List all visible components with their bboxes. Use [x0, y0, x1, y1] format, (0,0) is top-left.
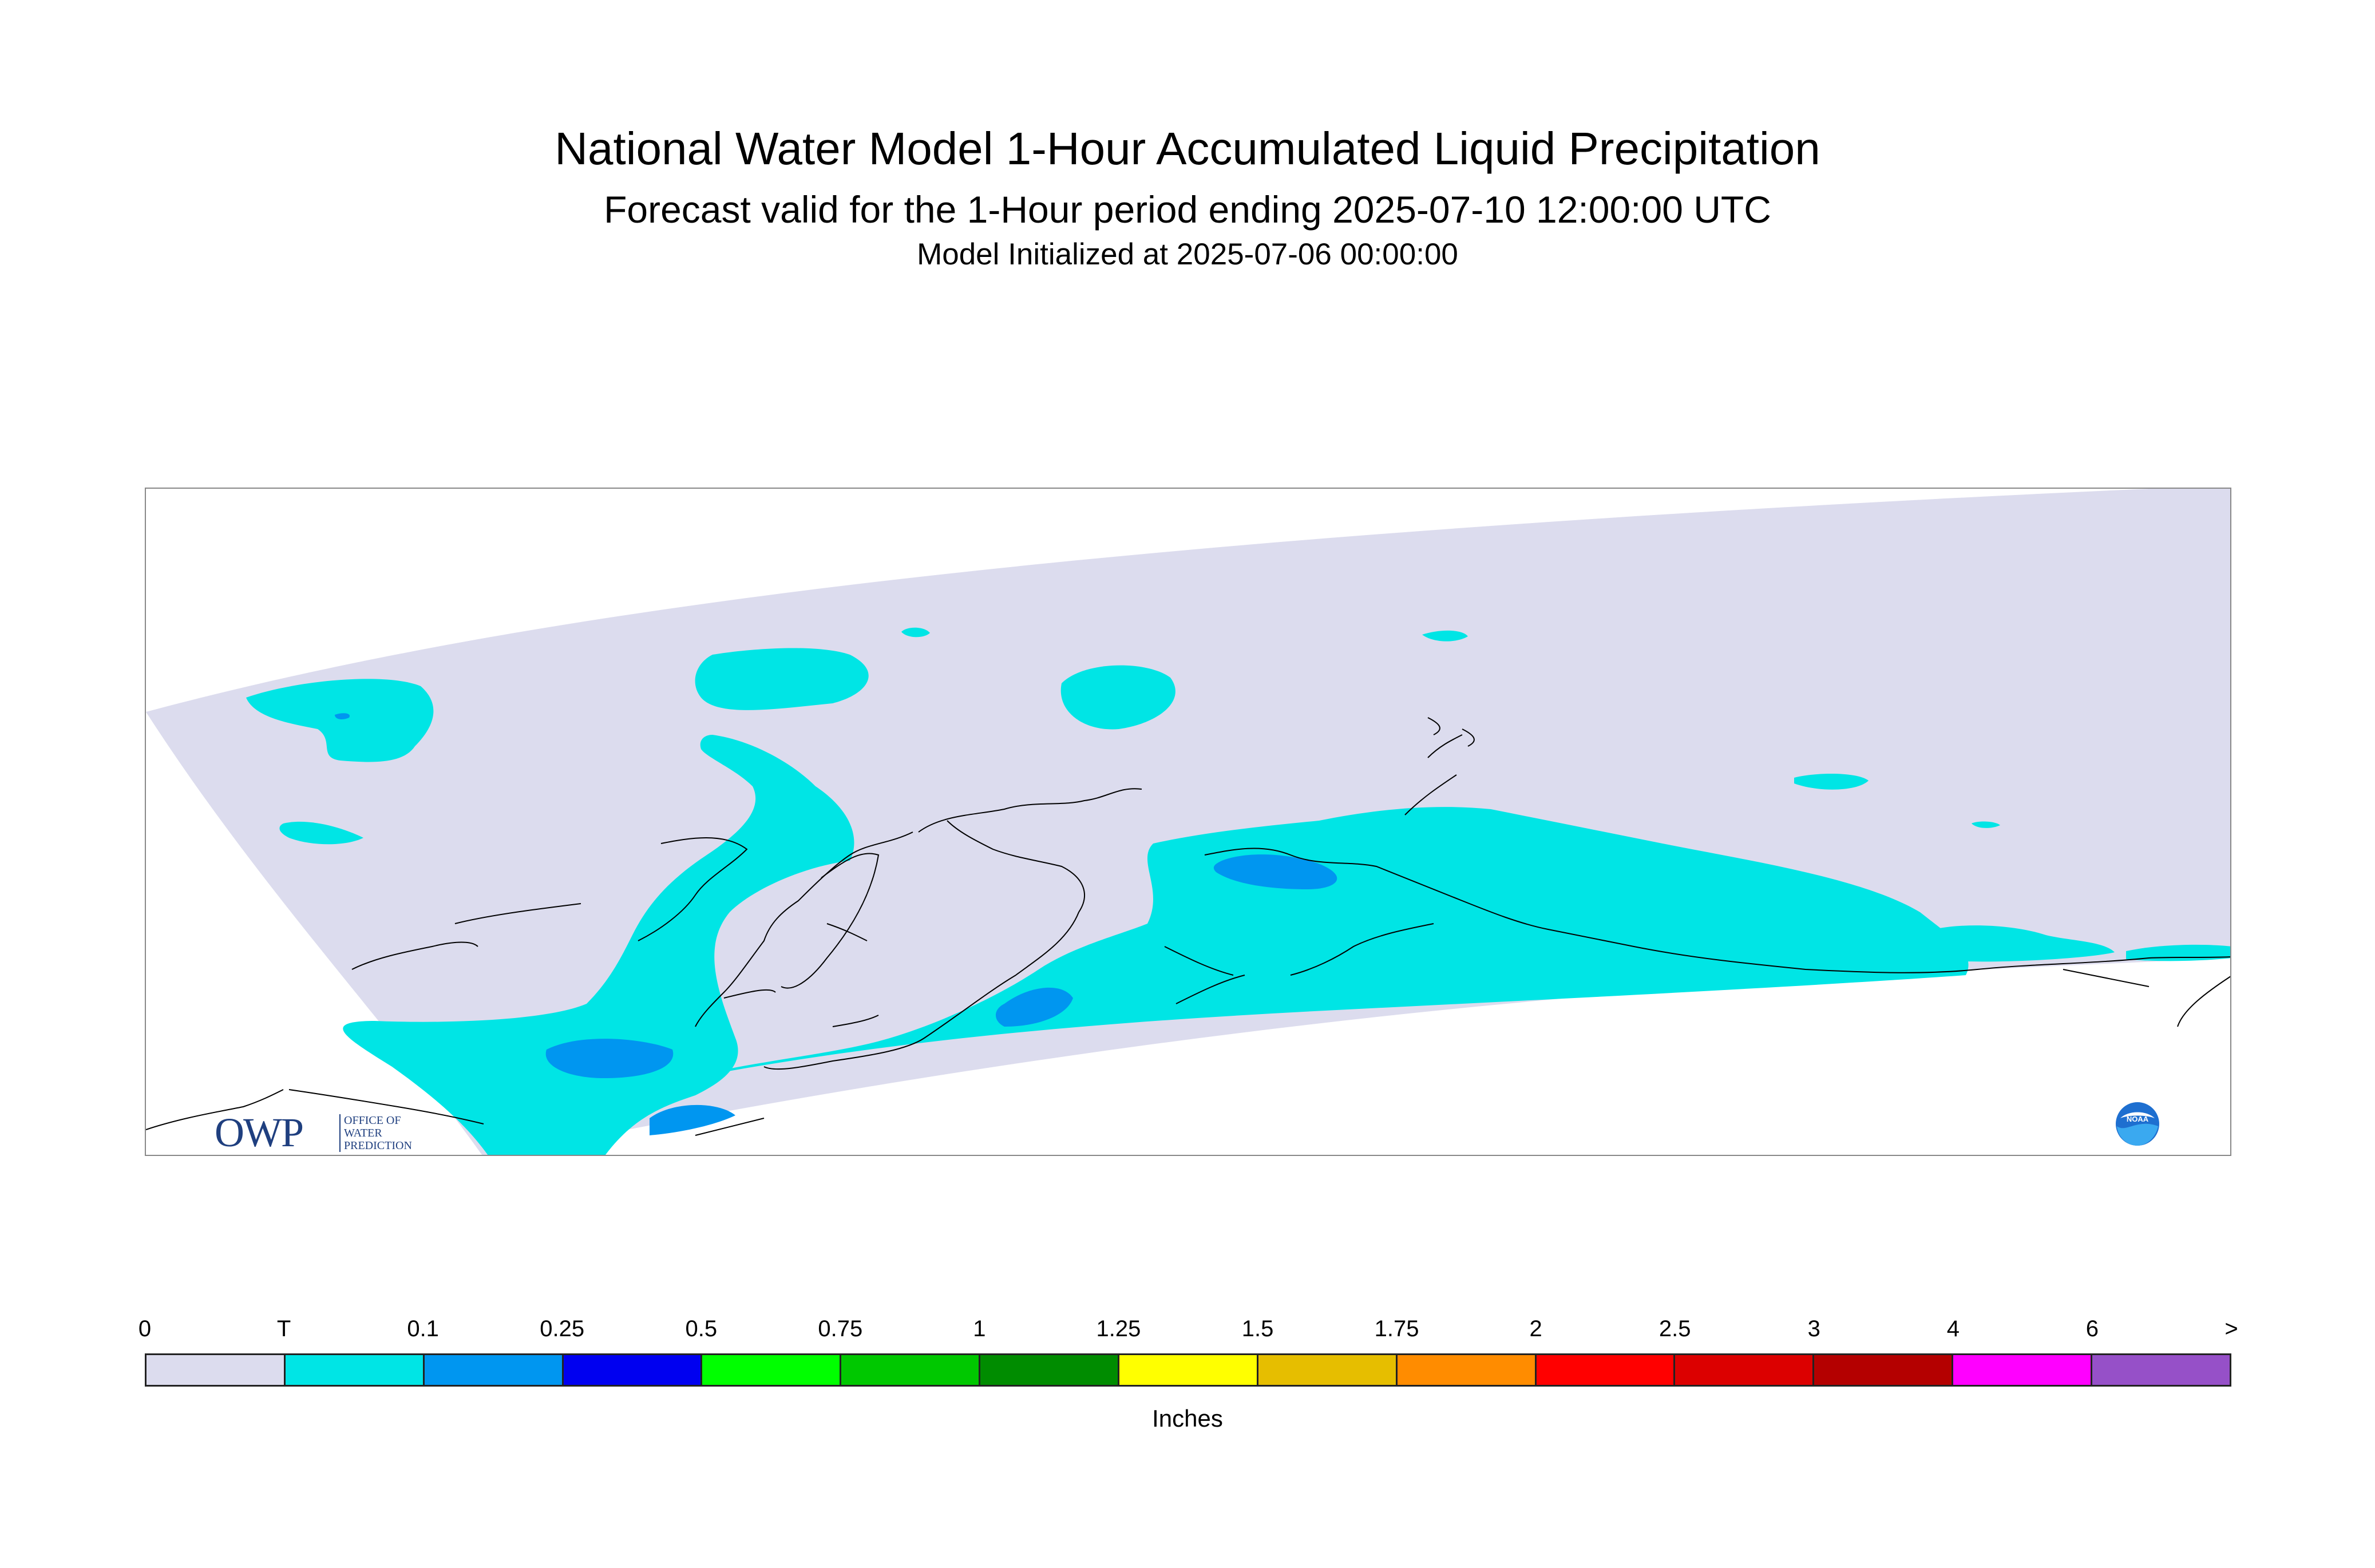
legend-swatch — [1814, 1355, 1954, 1385]
noaa-logo-icon: NOAA — [2116, 1102, 2159, 1146]
chart-subtitle: Forecast valid for the 1-Hour period end… — [604, 188, 1771, 231]
light-areas — [335, 713, 1337, 1135]
legend-swatch — [841, 1355, 981, 1385]
legend-swatch — [285, 1355, 425, 1385]
legend-tick-label: 6 — [2085, 1316, 2099, 1341]
legend-tick-label: 0.1 — [407, 1316, 439, 1341]
legend-swatch — [1258, 1355, 1398, 1385]
legend-swatch — [563, 1355, 703, 1385]
chart-title: National Water Model 1-Hour Accumulated … — [555, 123, 1820, 174]
precip-map — [146, 489, 2230, 1155]
legend-tick-label: 0.25 — [540, 1316, 585, 1341]
legend-swatch — [980, 1355, 1120, 1385]
owp-sub-line-1: OFFICE OF — [344, 1114, 401, 1127]
legend-tick-label: > — [2224, 1316, 2238, 1341]
legend-swatch — [424, 1355, 564, 1385]
legend-tick-label: T — [276, 1316, 291, 1341]
legend-tick-label: 4 — [1946, 1316, 1960, 1341]
legend-swatch — [147, 1355, 286, 1385]
legend-tick-label: 1.5 — [1241, 1316, 1274, 1341]
legend-swatch — [702, 1355, 842, 1385]
owp-sub-line-2: WATER — [344, 1127, 382, 1139]
legend-tick-labels: 0 T 0.1 0.25 0.5 0.75 1 1.25 1.5 1.75 2 2.5 3 4 6 > — [138, 1316, 2238, 1345]
legend-tick-label: 2.5 — [1658, 1316, 1691, 1341]
owp-logo: OWP OFFICE OF WATER PREDICTION — [215, 1110, 432, 1155]
owp-logo-text: OWP — [215, 1110, 304, 1155]
color-legend — [145, 1353, 2231, 1387]
legend-tick-label: 3 — [1807, 1316, 1820, 1341]
legend-tick-label: 0.75 — [818, 1316, 863, 1341]
legend-swatch — [1675, 1355, 1815, 1385]
legend-swatch — [1953, 1355, 2093, 1385]
legend-tick-label: 0 — [138, 1316, 152, 1341]
trace-areas — [246, 627, 2230, 1155]
legend-tick-label: 2 — [1529, 1316, 1542, 1341]
legend-tick-label: 1.25 — [1096, 1316, 1141, 1341]
legend-tick-label: 1 — [973, 1316, 986, 1341]
legend-swatch — [1536, 1355, 1676, 1385]
legend-units: Inches — [1152, 1405, 1223, 1432]
owp-logo-subtitle: OFFICE OF WATER PREDICTION — [339, 1114, 412, 1152]
legend-swatch — [1119, 1355, 1258, 1385]
legend-swatch — [1397, 1355, 1537, 1385]
init-time: Model Initialized at 2025-07-06 00:00:00 — [917, 237, 1458, 271]
legend-tick-label: 1.75 — [1374, 1316, 1419, 1341]
legend-tick-label: 0.5 — [685, 1316, 718, 1341]
owp-sub-line-3: PREDICTION — [344, 1139, 412, 1152]
coastlines — [146, 717, 2230, 1136]
legend-swatch — [2092, 1355, 2230, 1385]
map-panel: OWP OFFICE OF WATER PREDICTION NOAA — [145, 488, 2231, 1156]
noaa-logo-text: NOAA — [2127, 1115, 2149, 1123]
